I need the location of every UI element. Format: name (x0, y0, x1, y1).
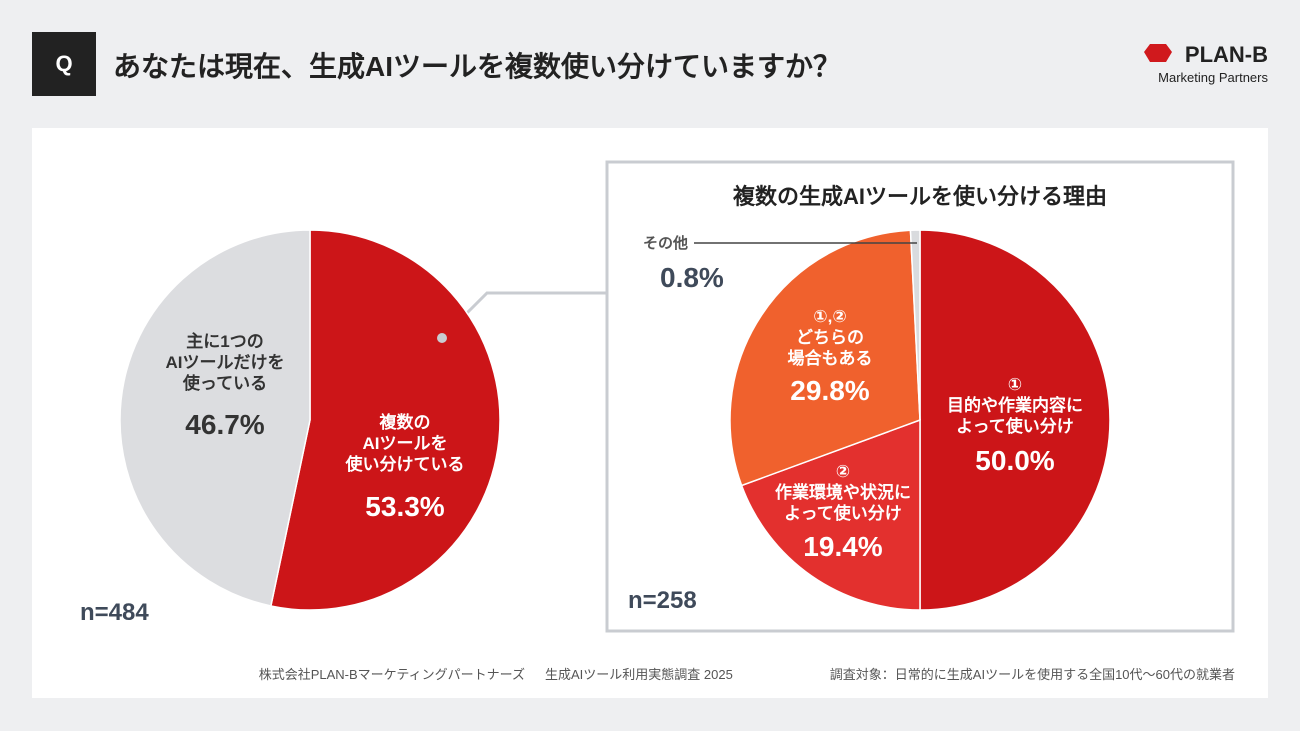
slice-label: 複数の AIツールを使い分けている (345, 412, 465, 474)
pie-slice (919, 229, 1111, 611)
pie-slice (740, 418, 921, 611)
slice-label: ② 作業環境や状況によって使い分け (775, 462, 911, 523)
value-label: 53.3% (365, 491, 444, 522)
logo-sub: Marketing Partners (1158, 70, 1268, 85)
connector-dot (437, 333, 447, 343)
footer-target: 調査対象：日常的に生成AIツールを使用する全国10代〜60代の就業者 (830, 667, 1235, 682)
value-label: 50.0% (975, 445, 1054, 476)
value-label: 29.8% (790, 375, 869, 406)
q-badge-bg (32, 32, 96, 96)
pie-slice (909, 229, 921, 421)
pie-slice (729, 229, 921, 487)
value-label: 46.7% (185, 409, 264, 440)
value-label: 19.4% (803, 531, 882, 562)
page-title: あなたは現在、生成AIツールを複数使い分けていますか？ (113, 50, 841, 82)
q-badge: Q (55, 51, 72, 76)
logo-icon (1144, 44, 1172, 62)
slice-label: ① 目的や作業内容によって使い分け (947, 375, 1083, 436)
sample-size: n=484 (80, 599, 149, 626)
chart-title: 複数の生成AIツールを使い分ける理由 (733, 184, 1107, 209)
footer-source: 株式会社PLAN-Bマーケティングパートナーズ (259, 667, 525, 682)
detail-box (605, 160, 1235, 633)
slice-label: 主に1つの AIツールだけを使っている (166, 331, 285, 393)
pie-slice (119, 229, 311, 607)
logo: PLAN-B (1185, 42, 1268, 67)
footer-survey: 生成AIツール利用実態調査 2025 (545, 667, 733, 682)
sample-size: n=258 (628, 587, 697, 614)
value-label: 0.8% (660, 262, 724, 293)
pie-slice (269, 229, 501, 611)
slice-label: ①,② どちらの場合もある (788, 307, 873, 368)
slice-label: その他 (643, 234, 688, 252)
